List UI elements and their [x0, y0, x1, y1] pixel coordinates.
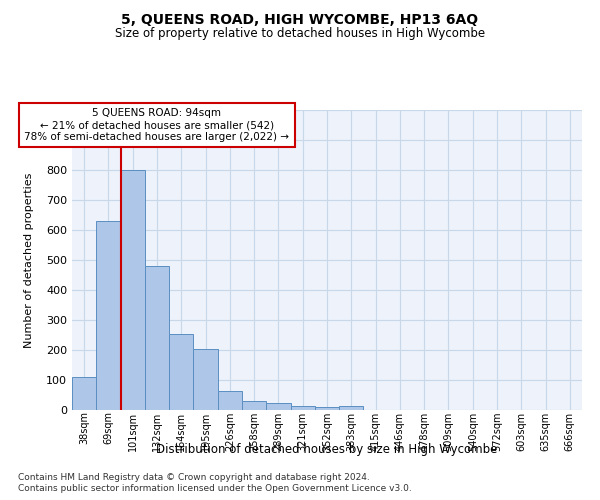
Text: Size of property relative to detached houses in High Wycombe: Size of property relative to detached ho…: [115, 28, 485, 40]
Bar: [72, 377, 96, 410]
Bar: [121, 170, 145, 410]
Y-axis label: Number of detached properties: Number of detached properties: [23, 172, 34, 348]
Bar: [145, 266, 169, 410]
Text: 5, QUEENS ROAD, HIGH WYCOMBE, HP13 6AQ: 5, QUEENS ROAD, HIGH WYCOMBE, HP13 6AQ: [121, 12, 479, 26]
Bar: [169, 334, 193, 410]
Bar: [290, 406, 315, 410]
Text: Contains HM Land Registry data © Crown copyright and database right 2024.: Contains HM Land Registry data © Crown c…: [18, 472, 370, 482]
Bar: [96, 221, 121, 410]
Text: 5 QUEENS ROAD: 94sqm
← 21% of detached houses are smaller (542)
78% of semi-deta: 5 QUEENS ROAD: 94sqm ← 21% of detached h…: [25, 108, 290, 142]
Bar: [266, 404, 290, 410]
Bar: [218, 391, 242, 410]
Bar: [315, 407, 339, 410]
Text: Contains public sector information licensed under the Open Government Licence v3: Contains public sector information licen…: [18, 484, 412, 493]
Bar: [242, 401, 266, 410]
Text: Distribution of detached houses by size in High Wycombe: Distribution of detached houses by size …: [157, 442, 497, 456]
Bar: [339, 406, 364, 410]
Bar: [193, 348, 218, 410]
